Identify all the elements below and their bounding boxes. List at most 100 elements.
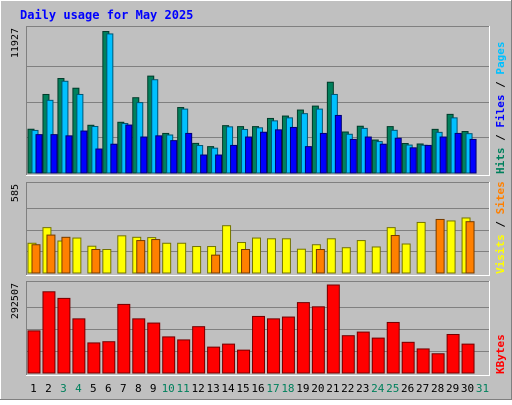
bar-pages-day-3 <box>65 135 73 174</box>
bar-visits-day-26 <box>401 243 411 274</box>
bar-files-day-6 <box>106 33 114 174</box>
panel-kbytes: 292507 KBytes <box>10 281 507 376</box>
bar-kbytes-day-9 <box>147 322 161 374</box>
bar-visits-day-6 <box>102 249 112 274</box>
bar-pages-day-19 <box>304 146 312 174</box>
bar-kbytes-day-29 <box>446 333 460 374</box>
x-tick-label-day-31: 31 <box>476 382 489 395</box>
bar-pages-day-14 <box>230 144 238 174</box>
bar-pages-day-26 <box>409 147 417 174</box>
bar-kbytes-day-17 <box>266 318 280 374</box>
bar-kbytes-day-18 <box>281 316 295 374</box>
x-tick-label-day-21: 21 <box>326 382 339 395</box>
bar-pages-day-20 <box>319 132 327 174</box>
bar-visits-day-29 <box>446 220 456 274</box>
bar-pages-day-27 <box>424 144 432 174</box>
x-tick-label-day-23: 23 <box>356 382 369 395</box>
bar-visits-day-14 <box>222 225 232 274</box>
bar-pages-day-30 <box>469 138 477 174</box>
bar-kbytes-day-21 <box>326 284 340 374</box>
bar-pages-day-9 <box>155 135 163 174</box>
bar-kbytes-day-4 <box>72 318 86 374</box>
bar-pages-day-17 <box>274 129 282 174</box>
x-tick-label-day-26: 26 <box>401 382 414 395</box>
bar-pages-day-15 <box>245 136 253 174</box>
bar-visits-day-22 <box>341 247 351 274</box>
x-tick-label-day-1: 1 <box>30 382 37 395</box>
bar-pages-day-8 <box>140 136 148 174</box>
x-tick-label-day-24: 24 <box>371 382 385 395</box>
x-tick-label-day-25: 25 <box>386 382 399 395</box>
x-tick-label-day-9: 9 <box>150 382 157 395</box>
chart-panels: 11927 Hits / Files / Pages 585 Visits / Sit… <box>10 26 507 376</box>
x-tick-label-day-18: 18 <box>281 382 294 395</box>
panel-hits-files-pages-legend: Hits / Files / Pages <box>494 42 507 175</box>
bar-pages-day-16 <box>260 131 268 174</box>
x-tick-label-day-29: 29 <box>446 382 459 395</box>
bar-visits-day-21 <box>326 238 336 274</box>
bar-pages-day-21 <box>334 114 342 174</box>
bar-visits-day-10 <box>162 242 172 274</box>
bar-pages-day-5 <box>95 148 103 174</box>
x-tick-label-day-19: 19 <box>296 382 309 395</box>
bar-kbytes-day-13 <box>207 346 221 374</box>
bar-pages-day-28 <box>439 136 447 174</box>
bar-kbytes-day-6 <box>102 341 116 374</box>
panel-visits-sites-legend-part-0: Visits <box>494 234 507 274</box>
chart-title: Daily usage for May 2025 <box>20 8 193 22</box>
bar-kbytes-day-12 <box>192 326 206 374</box>
bar-kbytes-day-2 <box>42 291 56 374</box>
bar-visits-day-4 <box>72 237 82 274</box>
bar-sites-day-13 <box>211 254 221 274</box>
bar-files-day-9 <box>151 79 159 174</box>
panel-visits-sites: 585 Visits / Sites <box>10 181 507 276</box>
bar-kbytes-day-20 <box>311 306 325 374</box>
x-tick-label-day-27: 27 <box>416 382 429 395</box>
x-tick-label-day-12: 12 <box>192 382 205 395</box>
bar-files-day-3 <box>61 80 69 174</box>
bar-kbytes-day-30 <box>461 343 475 374</box>
bar-sites-day-9 <box>151 239 161 274</box>
bar-kbytes-day-24 <box>371 337 385 374</box>
bar-visits-day-16 <box>252 237 261 274</box>
bar-pages-day-22 <box>349 138 357 174</box>
panel-hits-files-pages: 11927 Hits / Files / Pages <box>10 26 507 176</box>
x-tick-label-day-20: 20 <box>311 382 324 395</box>
bar-visits-day-27 <box>416 221 426 274</box>
bar-kbytes-day-22 <box>341 335 355 374</box>
bar-sites-day-30 <box>465 221 475 274</box>
x-tick-label-day-10: 10 <box>162 382 175 395</box>
panel-kbytes-legend: KBytes <box>494 334 507 374</box>
panel-visits-sites-legend-part-1: / <box>494 214 507 234</box>
x-tick-label-day-22: 22 <box>341 382 354 395</box>
bar-visits-day-12 <box>192 246 202 274</box>
panel-hits-files-pages-max-label: 11927 <box>10 28 21 58</box>
bar-kbytes-day-1 <box>27 330 41 374</box>
bar-sites-day-1 <box>31 244 41 274</box>
bar-visits-day-24 <box>371 246 381 274</box>
panel-visits-sites-max-label: 585 <box>10 184 21 202</box>
x-tick-label-day-30: 30 <box>461 382 474 395</box>
bar-kbytes-day-28 <box>431 353 445 374</box>
bar-sites-day-25 <box>390 235 400 274</box>
bar-pages-day-13 <box>215 154 223 174</box>
bar-sites-day-20 <box>315 249 325 274</box>
bar-files-day-19 <box>300 113 308 174</box>
bar-visits-day-18 <box>281 238 291 274</box>
bar-sites-day-8 <box>136 240 146 274</box>
bar-pages-day-11 <box>185 132 193 174</box>
panel-visits-sites-legend: Visits / Sites <box>494 181 507 274</box>
panel-kbytes-max-label: 292507 <box>10 283 21 319</box>
bar-pages-day-4 <box>80 130 88 174</box>
bar-pages-day-18 <box>289 126 297 174</box>
x-tick-label-day-28: 28 <box>431 382 444 395</box>
panel-hits-files-pages-legend-part-1: / <box>494 128 507 148</box>
bar-sites-day-15 <box>241 249 251 274</box>
bar-kbytes-day-15 <box>237 349 251 374</box>
bar-pages-day-7 <box>125 124 133 174</box>
bar-pages-day-23 <box>364 136 372 174</box>
x-tick-label-day-16: 16 <box>251 382 264 395</box>
bar-kbytes-day-3 <box>57 297 71 374</box>
x-tick-label-day-6: 6 <box>105 382 112 395</box>
